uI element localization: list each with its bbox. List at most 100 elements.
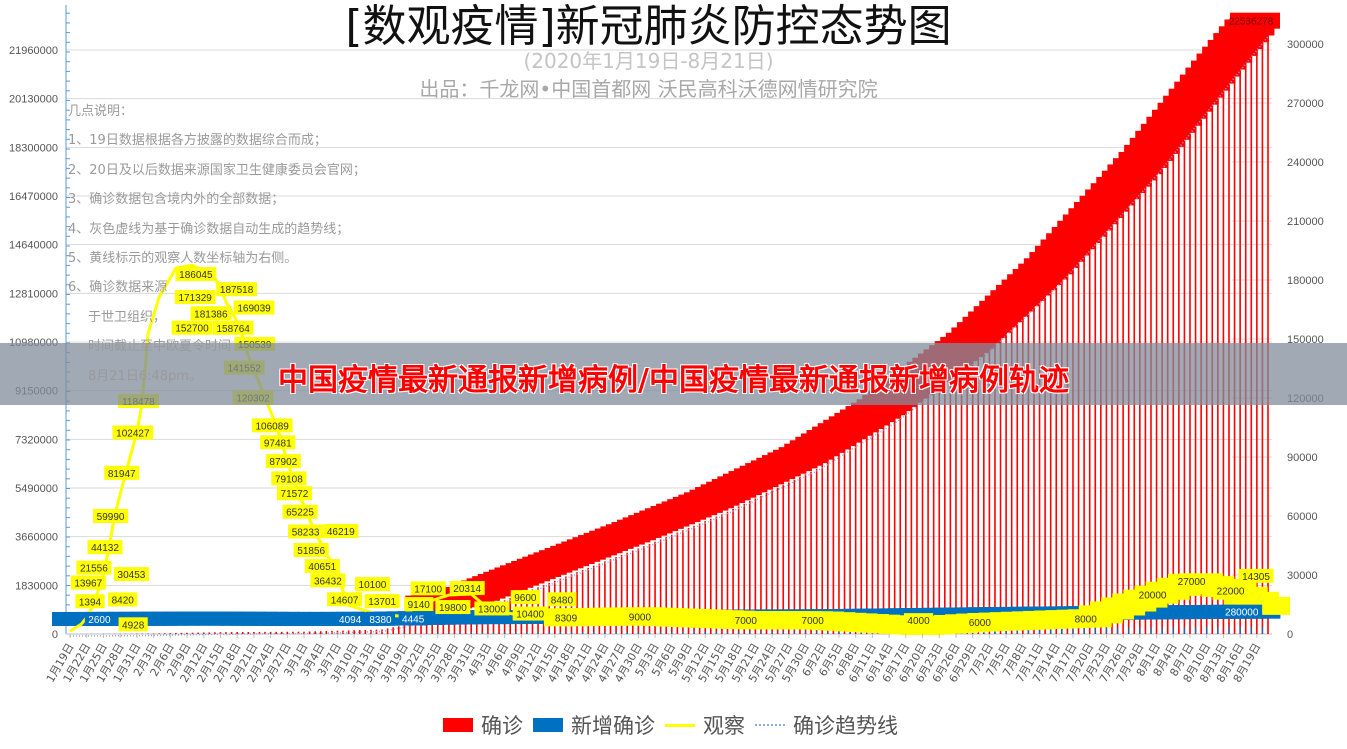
note-line: 8月21日6:48pm。 (88, 368, 202, 384)
observe-data-label: 79108 (275, 474, 303, 485)
observe-label-box (271, 471, 307, 486)
new-confirmed-label-box (365, 611, 396, 626)
observe-label-box (93, 509, 129, 524)
observe-data-label: 87902 (269, 457, 297, 468)
left-axis-tick-label: 12810000 (9, 288, 58, 300)
observe-label-box (87, 540, 123, 555)
observe-data-label: 8420 (112, 595, 135, 606)
observe-data-label: 10100 (359, 580, 387, 591)
observe-label-box (113, 567, 149, 582)
observe-label-box (510, 590, 540, 605)
observe-data-label: 97481 (264, 438, 292, 449)
observe-data-label: 10400 (516, 610, 544, 621)
right-axis-tick-label: 270000 (1287, 98, 1324, 110)
observe-data-label: 102427 (116, 429, 150, 440)
observe-label-box (965, 615, 995, 630)
legend-swatch-trend (755, 724, 785, 726)
new-confirmed-data-label: 4445 (402, 614, 425, 625)
overlay-banner (0, 343, 1347, 405)
note-line: 1、19日数据根据各方披露的数据综合而成； (68, 133, 327, 149)
observe-data-label: 59990 (97, 512, 125, 523)
observe-label-box (70, 575, 106, 590)
observe-data-label: 13701 (368, 597, 396, 608)
observe-data-label: 186045 (179, 270, 213, 281)
right-axis-tick-label: 180000 (1287, 275, 1324, 287)
left-axis-tick-label: 21960000 (9, 45, 58, 57)
observe-label-box (551, 610, 581, 625)
new-confirmed-data-label: 8380 (369, 615, 392, 626)
legend-item-trend: 确诊趋势线 (755, 710, 898, 740)
observe-label-box (323, 524, 359, 539)
left-axis-tick-label: 0 (52, 629, 58, 641)
observe-data-label: 181386 (194, 309, 228, 320)
observe-data-label: 17100 (414, 584, 442, 595)
observe-label-box (216, 282, 257, 297)
observe-data-label: 36432 (314, 576, 342, 587)
right-axis-tick-label: 90000 (1287, 452, 1318, 464)
observe-label-box (104, 465, 140, 480)
observe-data-label: 7000 (735, 616, 758, 627)
observe-label-box (108, 592, 138, 607)
observe-label-box (276, 486, 312, 501)
observe-label-box (1135, 587, 1171, 602)
observe-data-label: 187518 (220, 285, 254, 296)
observe-data-label: 46219 (327, 527, 355, 538)
legend-label: 确诊 (481, 714, 523, 738)
observe-data-label: 19800 (439, 603, 467, 614)
left-axis-tick-label: 14640000 (9, 240, 58, 252)
observe-label-box (190, 306, 232, 321)
observe-label-box (233, 300, 275, 315)
note-line: 时间截止至中欧夏令时间 (88, 339, 232, 355)
observe-label-box (354, 577, 390, 592)
left-axis-tick-label: 16470000 (9, 191, 58, 203)
observe-data-label: 21556 (80, 564, 108, 575)
observe-data-label: 9140 (408, 600, 431, 611)
note-line: 2、20日及以后数据来源国家卫生健康委员会官网； (68, 162, 366, 178)
confirmed-last-label: 22536278 (1229, 17, 1274, 28)
observe-label-box (547, 592, 577, 607)
legend-swatch-observe (665, 723, 695, 727)
confirmed-label-box (1230, 12, 1280, 29)
observe-label-box (75, 594, 105, 609)
new-confirmed-label-box (84, 611, 115, 626)
left-axis-tick-label: 3660000 (15, 532, 58, 544)
observe-data-label: 4000 (907, 616, 930, 627)
chart-subtitle: (2020年1月19日-8月21日) (523, 49, 774, 73)
right-axis-tick-label: 30000 (1287, 570, 1318, 582)
note-line: 几点说明： (68, 104, 134, 119)
observe-label-box (1071, 611, 1101, 626)
observe-label-box (76, 560, 112, 575)
legend: 确诊 新增确诊 观察 确诊趋势线 (443, 710, 908, 740)
new-confirmed-label-box (398, 611, 428, 626)
chart-title: [数观疫情]新冠肺炎防控态势图 (345, 1, 952, 52)
new-confirmed-data-label: 280000 (1225, 608, 1259, 619)
left-axis-tick-label: 18300000 (9, 142, 58, 154)
observe-label-box (174, 290, 216, 305)
observe-data-label: 171329 (178, 293, 212, 304)
observe-label-box (449, 581, 485, 596)
observe-data-label: 20000 (1139, 591, 1167, 602)
observe-data-label: 51856 (297, 546, 325, 557)
new-confirmed-label-box (1221, 604, 1263, 619)
observe-label-box (474, 601, 510, 616)
observe-data-label: 169039 (237, 304, 271, 315)
observe-data-label: 152700 (175, 324, 209, 335)
right-axis-tick-label: 0 (1287, 629, 1293, 641)
observe-data-label: 30453 (118, 570, 146, 581)
observe-data-label: 27000 (1178, 577, 1206, 588)
new-confirmed-label-box (335, 611, 365, 626)
observe-label-box (118, 617, 148, 632)
observe-label-box (265, 454, 301, 469)
observe-label-box (1174, 573, 1210, 588)
observe-label-box (112, 425, 154, 440)
legend-item-new: 新增确诊 (533, 710, 655, 740)
observe-label-box (903, 613, 934, 628)
note-line: 3、确诊数据包含境内外的全部数据； (68, 192, 285, 208)
observe-label-box (282, 504, 318, 519)
observe-data-label: 20314 (453, 584, 481, 595)
legend-label: 新增确诊 (571, 714, 655, 738)
observe-label-box (512, 606, 548, 621)
observe-label-box (175, 267, 217, 282)
observe-label-box (404, 597, 434, 612)
observe-data-label: 8309 (555, 614, 578, 625)
